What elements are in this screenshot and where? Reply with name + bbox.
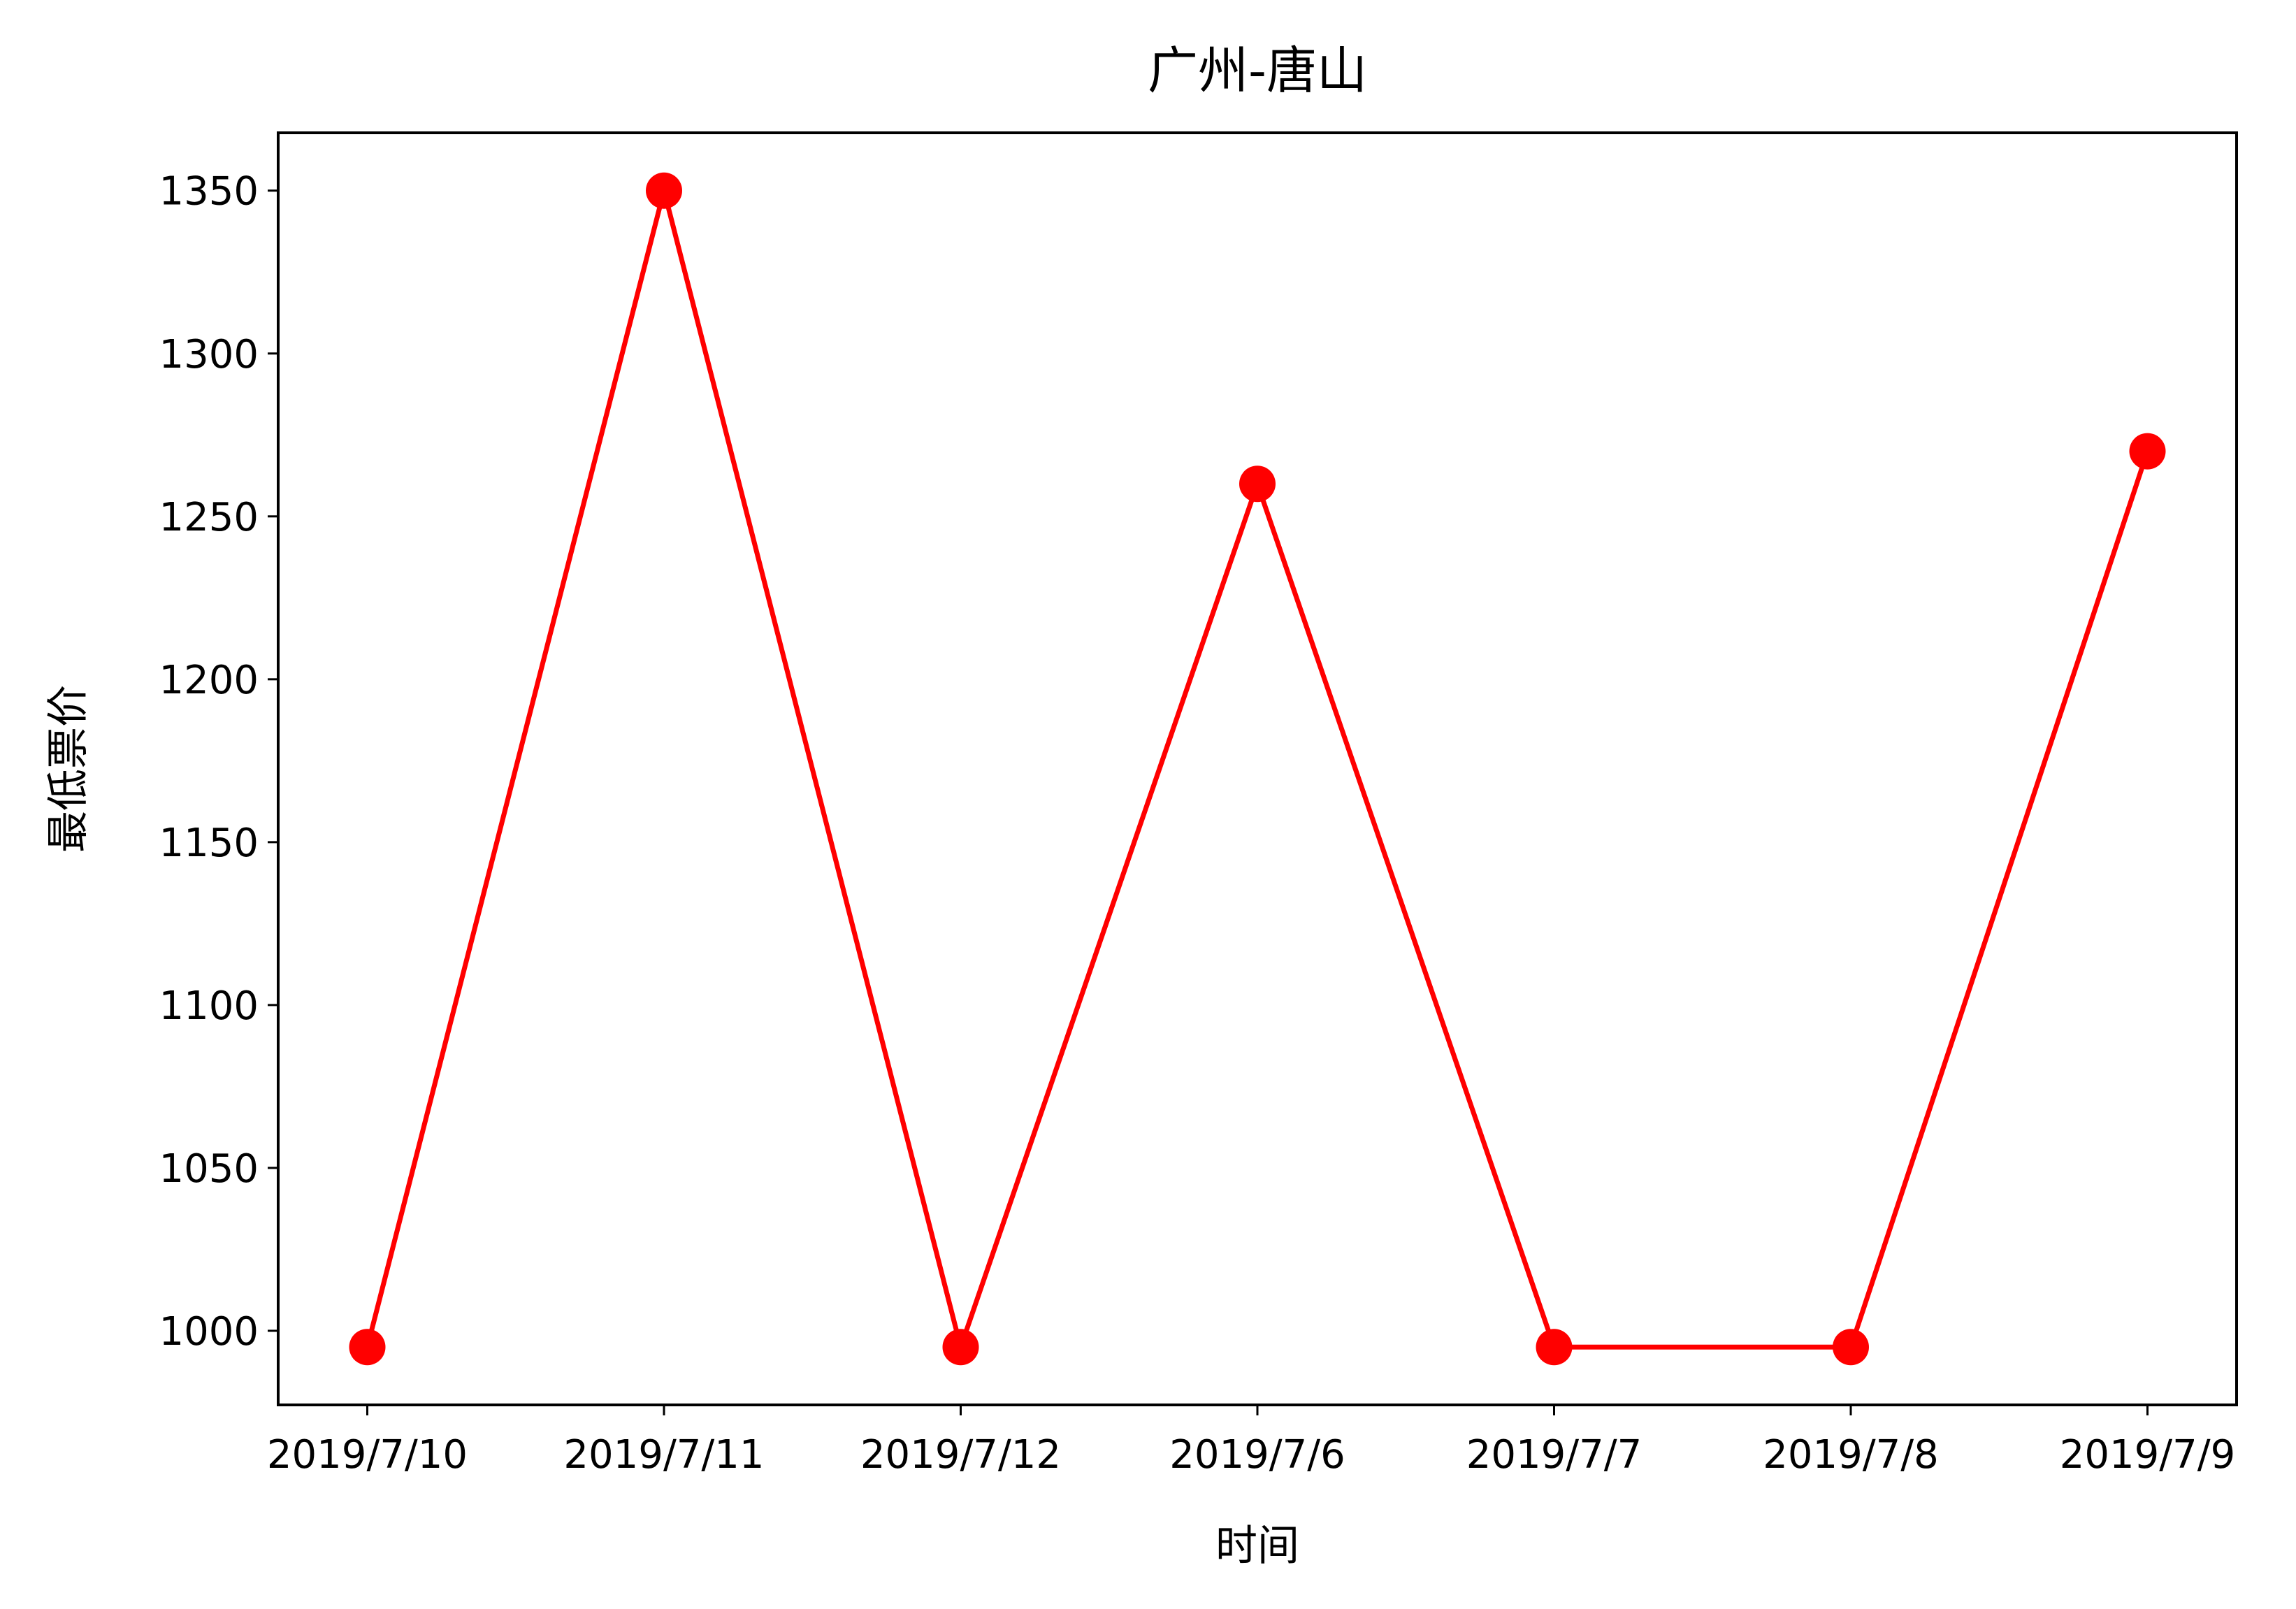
y-tick-label: 1350 xyxy=(159,169,259,215)
data-point xyxy=(942,1329,979,1366)
x-tick-label: 2019/7/12 xyxy=(860,1432,1061,1478)
x-axis-ticks: 2019/7/10 2019/7/11 2019/7/12 2019/7/6 2019/… xyxy=(267,1405,2235,1478)
data-point xyxy=(1536,1329,1573,1366)
x-tick-label: 2019/7/11 xyxy=(563,1432,764,1478)
chart-title: 广州-唐山 xyxy=(1148,41,1367,100)
x-tick-label: 2019/7/8 xyxy=(1763,1432,1939,1478)
y-tick-label: 1150 xyxy=(159,821,259,866)
y-tick-label: 1000 xyxy=(159,1309,259,1355)
data-point xyxy=(646,172,682,209)
data-point xyxy=(349,1329,386,1366)
y-tick-label: 1250 xyxy=(159,495,259,540)
y-tick-label: 1200 xyxy=(159,658,259,703)
data-point xyxy=(2129,433,2166,470)
plot-area-frame xyxy=(277,131,2238,1406)
x-tick-label: 2019/7/7 xyxy=(1466,1432,1642,1478)
x-tick-label: 2019/7/9 xyxy=(2060,1432,2236,1478)
x-axis-label: 时间 xyxy=(1215,1522,1299,1571)
data-point xyxy=(1239,466,1276,503)
x-tick-label: 2019/7/6 xyxy=(1169,1432,1345,1478)
data-points xyxy=(349,172,2166,1366)
y-axis-ticks: 1000 1050 1100 1150 1200 1250 1300 1350 xyxy=(159,169,278,1355)
y-axis-label: 最低票价 xyxy=(44,685,93,853)
y-tick-label: 1100 xyxy=(159,983,259,1029)
y-tick-label: 1300 xyxy=(159,332,259,377)
y-tick-label: 1050 xyxy=(159,1146,259,1192)
data-point xyxy=(1833,1329,1869,1366)
x-tick-label: 2019/7/10 xyxy=(267,1432,468,1478)
